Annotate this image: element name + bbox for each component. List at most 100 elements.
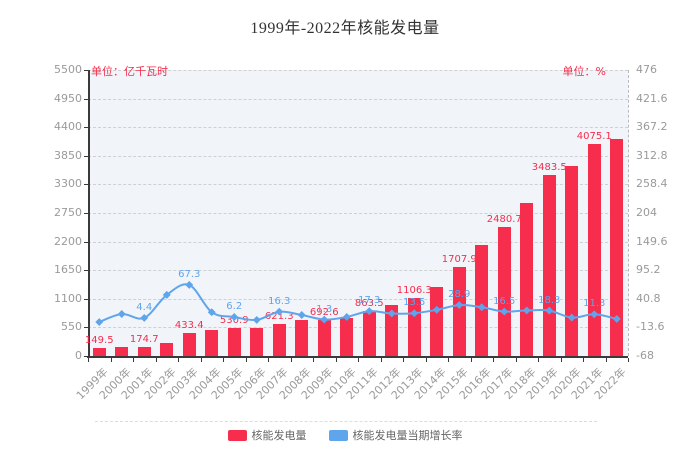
legend: 核能发电量 核能发电量当期增长率 <box>0 424 690 446</box>
line-value-label: 17.3 <box>358 295 381 307</box>
line-marker-2003年[interactable] <box>185 280 194 289</box>
bar-2022年[interactable] <box>610 138 624 356</box>
line-marker-2014年[interactable] <box>432 305 441 314</box>
bar-2007年[interactable] <box>272 323 286 356</box>
line-marker-2013年[interactable] <box>410 309 419 318</box>
bar-2017年[interactable] <box>497 227 511 356</box>
line-value-label: 67.3 <box>178 268 201 280</box>
bar-value-label: 3483.5 <box>531 161 567 173</box>
line-value-label: 13.5 <box>403 297 426 309</box>
line-value-label: 11.3 <box>583 298 606 310</box>
left-axis-tickmark <box>84 356 88 357</box>
line-marker-2012年[interactable] <box>387 309 396 318</box>
h-gridline <box>88 241 628 243</box>
bar-2018年[interactable] <box>520 202 534 356</box>
line-value-label: 16.3 <box>268 295 291 307</box>
line-marker-2018年[interactable] <box>522 306 531 315</box>
bar-value-label: 433.4 <box>174 320 204 332</box>
left-axis-tickmark <box>84 184 88 186</box>
left-axis-unit-label: 单位：亿千瓦时 <box>91 65 168 78</box>
left-axis-tickmark <box>84 213 88 214</box>
line-marker-2005年[interactable] <box>230 313 239 321</box>
x-axis-tickmark <box>605 358 607 362</box>
bar-2003年[interactable] <box>182 333 196 356</box>
left-axis-tickmark <box>84 298 88 300</box>
h-gridline <box>88 70 628 71</box>
y-axis-left-tick-label: 3850 <box>54 148 82 162</box>
right-y-axis <box>628 70 629 356</box>
bar-2001年[interactable] <box>137 346 151 356</box>
bar-2009年[interactable] <box>317 319 331 356</box>
y-axis-left-tick-label: 1650 <box>54 263 82 277</box>
line-marker-2011年[interactable] <box>365 307 374 316</box>
x-axis-tickmark <box>133 358 134 362</box>
x-axis-tickmark <box>223 358 224 362</box>
x-axis-tickmark <box>515 358 517 362</box>
y-axis-left-tick-label: 5500 <box>54 63 82 76</box>
line-marker-2002年[interactable] <box>162 290 171 299</box>
line-marker-2001年[interactable] <box>140 313 149 322</box>
h-gridline <box>88 98 628 100</box>
left-axis-tickmark <box>84 127 88 129</box>
bar-2006年[interactable] <box>250 328 264 356</box>
bar-2019年[interactable] <box>542 174 556 356</box>
y-axis-left-tick-label: 2200 <box>54 234 82 248</box>
line-marker-2007年[interactable] <box>275 307 284 316</box>
line-marker-2020年[interactable] <box>567 313 576 322</box>
growth-rate-legend-swatch <box>328 429 348 441</box>
left-axis-tickmark <box>84 155 88 157</box>
line-marker-2016年[interactable] <box>477 303 486 312</box>
x-axis-tickmark <box>290 358 292 362</box>
bar-1999年[interactable] <box>92 348 106 356</box>
x-axis-tickmark <box>155 358 157 362</box>
x-axis-tickmark <box>560 358 562 362</box>
bar-value-label: 1707.9 <box>441 254 477 266</box>
bar-2005年[interactable] <box>227 328 241 356</box>
bar-value-label: 2480.7 <box>486 214 522 225</box>
bar-2014年[interactable] <box>430 287 444 356</box>
legend-item-generation[interactable]: 核能发电量 <box>227 427 307 443</box>
y-axis-left-tick-label: 550 <box>61 320 82 334</box>
x-axis-tickmark <box>268 358 269 362</box>
x-axis-tickmark <box>538 358 539 362</box>
bar-2008年[interactable] <box>295 320 309 356</box>
bar-2015年[interactable] <box>452 267 466 356</box>
h-gridline <box>88 155 628 157</box>
line-value-label: 16.5 <box>493 295 516 307</box>
bar-2010年[interactable] <box>340 317 354 356</box>
growth-rate-legend-label: 核能发电量当期增长率 <box>352 429 463 442</box>
bar-2021年[interactable] <box>587 144 601 356</box>
line-marker-2004年[interactable] <box>207 308 216 317</box>
bar-value-label: 174.7 <box>129 333 159 345</box>
y-axis-left-tick-label: 3300 <box>54 177 82 191</box>
line-marker-2009年[interactable] <box>320 315 329 324</box>
line-marker-2015年[interactable] <box>455 301 464 310</box>
line-value-label: 18.3 <box>538 294 561 306</box>
bar-2020年[interactable] <box>565 165 579 356</box>
line-marker-2008年[interactable] <box>297 311 306 319</box>
bar-value-label: 149.5 <box>84 335 114 347</box>
x-axis-tickmark <box>88 358 89 362</box>
x-axis-tickmark <box>178 358 179 362</box>
line-marker-2019年[interactable] <box>545 306 554 315</box>
x-axis-tickmark <box>628 358 629 362</box>
line-value-label: 6.2 <box>226 300 243 312</box>
left-axis-tickmark <box>84 270 88 272</box>
bar-2002年[interactable] <box>160 342 174 356</box>
x-axis-tickmark <box>358 358 359 362</box>
x-axis-tickmark <box>425 358 427 362</box>
bar-2016年[interactable] <box>475 245 489 356</box>
line-marker-2021年[interactable] <box>590 310 599 319</box>
legend-item-growth-rate[interactable]: 核能发电量当期增长率 <box>328 427 463 443</box>
bar-2000年[interactable] <box>115 347 129 356</box>
left-axis-tickmark <box>84 98 88 100</box>
line-marker-2022年[interactable] <box>612 314 621 323</box>
bar-2004年[interactable] <box>205 330 219 356</box>
y-axis-left-tick-label: 0 <box>75 349 82 362</box>
line-marker-2010年[interactable] <box>342 312 351 321</box>
x-axis-tickmark <box>110 358 112 362</box>
line-marker-2017年[interactable] <box>500 307 509 316</box>
left-axis-tickmark <box>84 327 88 329</box>
y-axis-left-tick-label: 2750 <box>54 206 82 219</box>
bar-2011年[interactable] <box>362 311 376 356</box>
